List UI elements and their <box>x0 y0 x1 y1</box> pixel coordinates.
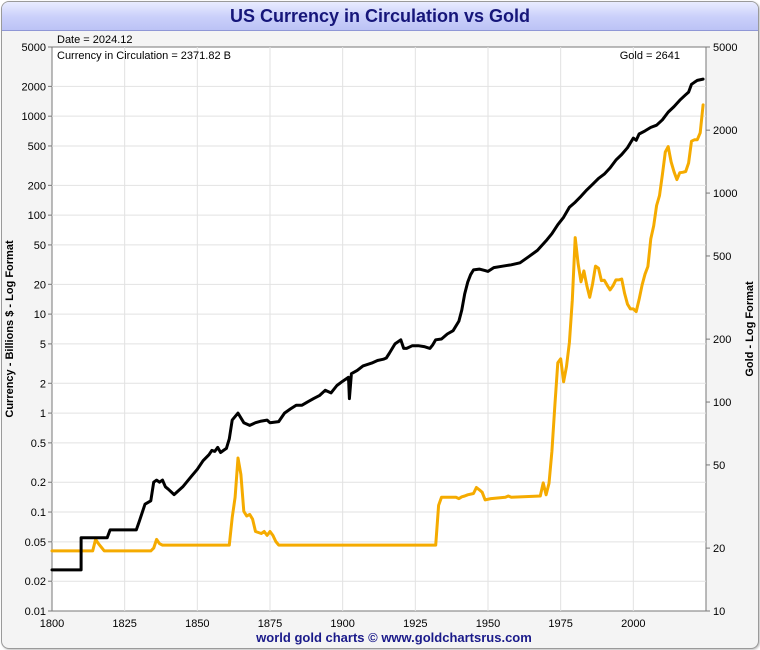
x-tick-label: 1975 <box>548 618 572 630</box>
series-layer <box>50 77 705 572</box>
left-tick-label: 0.01 <box>25 606 46 618</box>
right-tick-label: 20 <box>713 543 725 555</box>
right-tick-label: 50 <box>713 460 725 472</box>
chart-title: US Currency in Circulation vs Gold <box>2 2 758 31</box>
x-tick-label: 1850 <box>185 618 209 630</box>
x-tick-label: 2000 <box>621 618 645 630</box>
right-tick-label: 10 <box>713 606 725 618</box>
right-tick-label: 2000 <box>713 125 737 137</box>
right-tick-label: 100 <box>713 397 731 409</box>
left-tick-label: 10 <box>34 309 46 321</box>
right-tick-label: 1000 <box>713 188 737 200</box>
right-tick-label: 500 <box>713 251 731 263</box>
left-tick-label: 0.1 <box>31 507 46 519</box>
axis-ticks: 1800 1825 1850 1875 1900 1925 1950 1975 2000 0.01… <box>22 42 738 630</box>
left-tick-label: 5000 <box>22 42 46 54</box>
left-tick-label: 0.02 <box>25 576 46 588</box>
plot-area <box>51 46 707 612</box>
left-tick-label: 2000 <box>22 81 46 93</box>
left-tick-label: 500 <box>28 141 46 153</box>
x-tick-label: 1900 <box>330 618 354 630</box>
left-tick-label: 0.5 <box>31 438 46 450</box>
gold-price-line <box>50 103 705 553</box>
left-tick-label: 5 <box>40 339 46 351</box>
x-tick-label: 1950 <box>476 618 500 630</box>
x-tick-label: 1925 <box>403 618 427 630</box>
chart-footer: world gold charts © www.goldchartsrus.co… <box>255 630 532 645</box>
currency-readout: Currency in Circulation = 2371.82 B <box>57 50 231 62</box>
left-tick-label: 200 <box>28 180 46 192</box>
left-tick-label: 0.05 <box>25 537 46 549</box>
x-tick-label: 1875 <box>258 618 282 630</box>
x-tick-label: 1800 <box>40 618 64 630</box>
left-tick-label: 100 <box>28 210 46 222</box>
grid-lines <box>52 47 706 611</box>
date-readout: Date = 2024.12 <box>57 34 133 46</box>
gold-readout: Gold = 2641 <box>620 50 680 62</box>
left-tick-label: 1000 <box>22 111 46 123</box>
left-axis-label: Currency - Billions $ - Log Format <box>4 240 16 418</box>
right-tick-label: 200 <box>713 334 731 346</box>
left-tick-label: 20 <box>34 279 46 291</box>
x-tick-label: 1825 <box>112 618 136 630</box>
left-tick-label: 50 <box>34 240 46 252</box>
right-axis-label: Gold - Log Format <box>744 281 756 377</box>
left-tick-label: 2 <box>40 378 46 390</box>
left-tick-label: 1 <box>40 408 46 420</box>
right-tick-label: 5000 <box>713 42 737 54</box>
currency-circulation-line <box>50 77 705 572</box>
left-tick-label: 0.2 <box>31 477 46 489</box>
